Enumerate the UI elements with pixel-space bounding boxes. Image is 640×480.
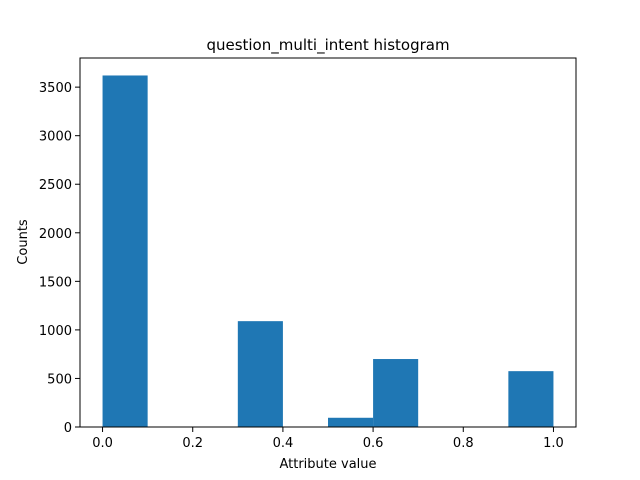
y-tick-label-2: 1000 bbox=[39, 324, 72, 339]
plot-frame bbox=[79, 57, 577, 428]
y-tick-label-3: 1500 bbox=[39, 275, 72, 290]
x-tick-label-2: 0.4 bbox=[273, 436, 294, 451]
x-axis-ticks: 0.0 0.2 0.4 0.6 0.8 1.0 bbox=[92, 427, 564, 451]
histogram-bar-6 bbox=[373, 359, 419, 427]
y-tick-label-4: 2000 bbox=[39, 227, 72, 242]
y-tick-label-6: 3000 bbox=[39, 130, 72, 145]
histogram-bar-5 bbox=[328, 417, 374, 427]
y-tick-label-5: 2500 bbox=[39, 178, 72, 193]
y-tick-label-1: 500 bbox=[47, 372, 72, 387]
y-axis-ticks: 0 500 1000 1500 2000 2500 3000 3500 bbox=[39, 81, 80, 436]
y-axis-label: Counts bbox=[16, 219, 31, 265]
x-tick-label-0: 0.0 bbox=[92, 436, 113, 451]
x-axis-label: Attribute value bbox=[279, 457, 376, 472]
chart-title: question_multi_intent histogram bbox=[206, 36, 449, 55]
y-tick-label-7: 3500 bbox=[39, 81, 72, 96]
histogram-bar-0 bbox=[102, 75, 148, 427]
x-tick-label-3: 0.6 bbox=[363, 436, 384, 451]
bars-group bbox=[102, 75, 554, 427]
x-tick-label-5: 1.0 bbox=[543, 436, 564, 451]
x-tick-label-4: 0.8 bbox=[453, 436, 474, 451]
y-tick-label-0: 0 bbox=[64, 421, 72, 436]
histogram-bar-9 bbox=[508, 371, 554, 427]
x-tick-label-1: 0.2 bbox=[182, 436, 203, 451]
histogram-bar-3 bbox=[237, 321, 283, 427]
